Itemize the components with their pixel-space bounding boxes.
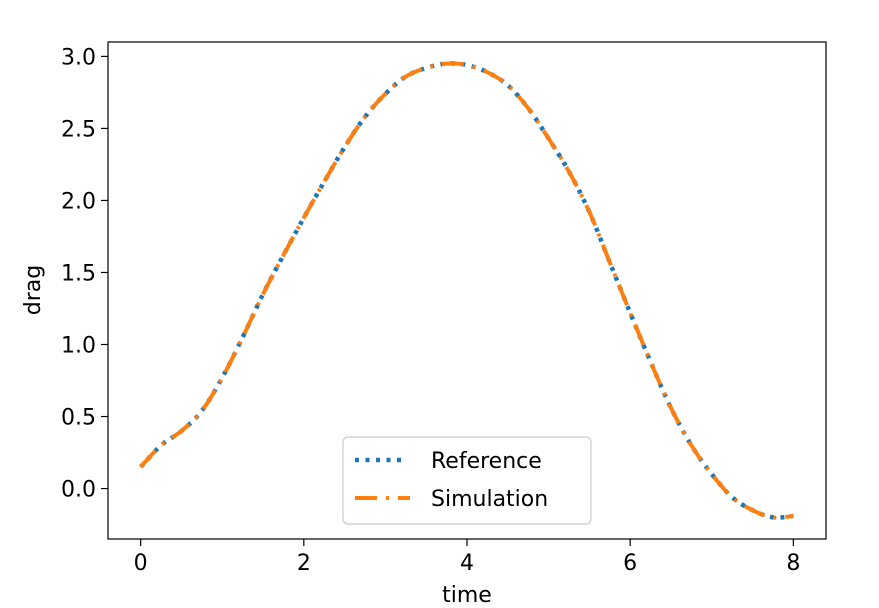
y-tick-label: 3.0 [61, 45, 96, 70]
x-axis-ticks: 0 2 4 6 8 [134, 539, 800, 576]
y-axis-title: drag [21, 265, 46, 315]
legend-label-reference: Reference [431, 449, 542, 474]
y-tick-label: 1.5 [61, 261, 96, 286]
x-tick-label: 6 [623, 551, 637, 576]
y-tick-label: 0.5 [61, 406, 96, 431]
x-axis-title: time [442, 583, 492, 608]
x-tick-label: 8 [786, 551, 800, 576]
y-tick-label: 2.5 [61, 117, 96, 142]
y-axis-ticks: 0.0 0.5 1.0 1.5 2.0 2.5 3.0 [61, 45, 108, 503]
series-line-simulation [139, 61, 794, 520]
y-tick-label: 2.0 [61, 189, 96, 214]
x-tick-label: 2 [297, 551, 311, 576]
x-tick-label: 0 [134, 551, 148, 576]
legend-label-simulation: Simulation [431, 487, 548, 512]
legend-box [342, 436, 592, 525]
y-tick-label: 0.0 [61, 478, 96, 503]
series-lines [138, 61, 794, 520]
x-tick-label: 4 [460, 551, 474, 576]
legend: Reference Simulation [342, 436, 592, 525]
y-tick-label: 1.0 [61, 334, 96, 359]
